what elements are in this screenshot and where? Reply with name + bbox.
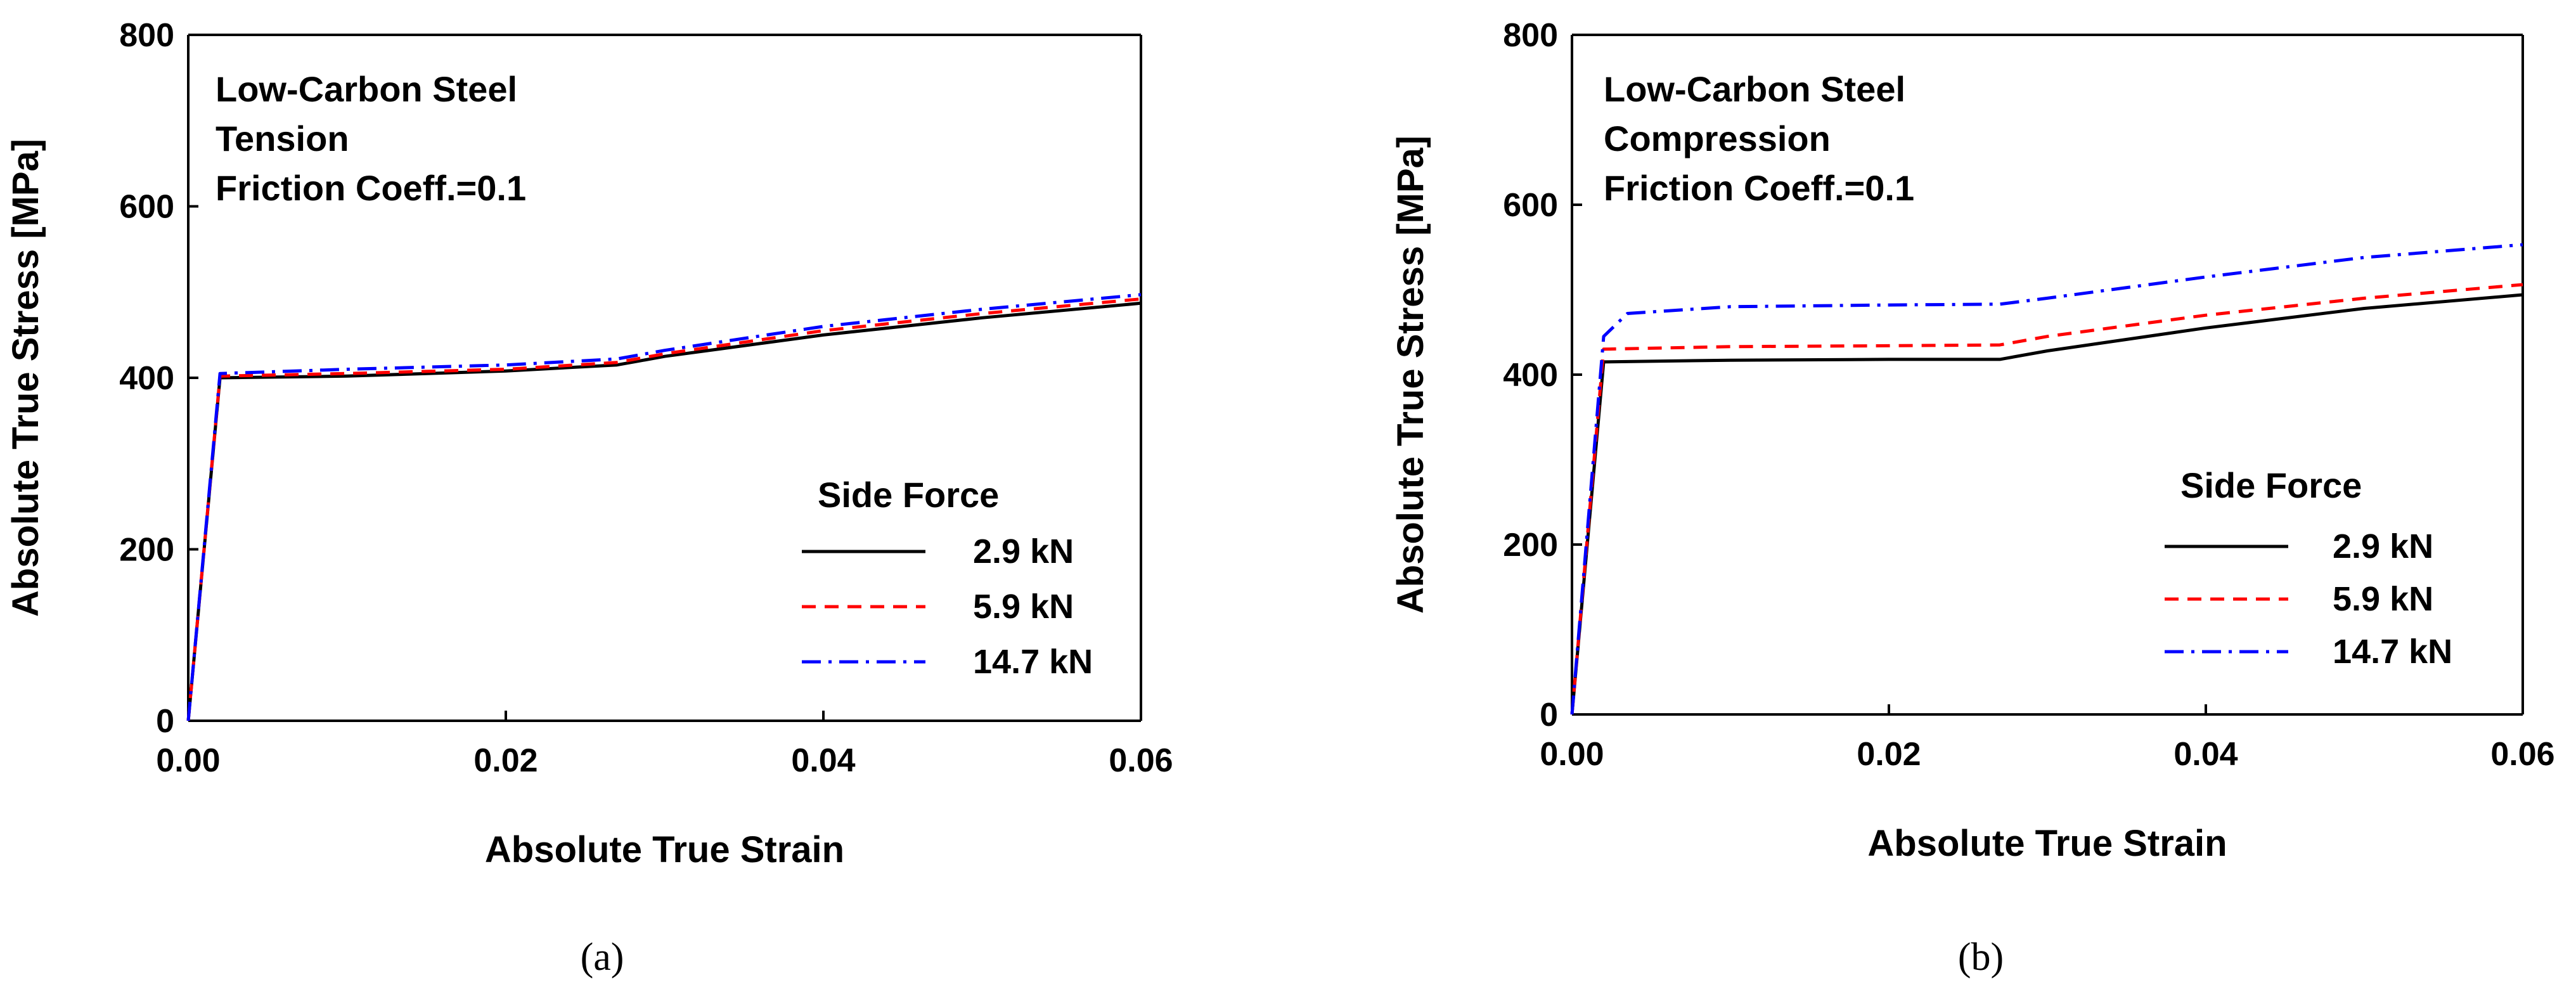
x-tick-label: 0.00 [156,742,220,779]
y-tick-label: 400 [119,360,174,397]
annotation-text: Tension [216,119,349,158]
y-tick-label: 600 [1503,187,1558,224]
y-tick-label: 600 [119,189,174,226]
panel-caption: (a) [581,936,624,979]
legend-title: Side Force [818,475,999,515]
x-tick-label: 0.04 [2174,736,2238,773]
y-tick-label: 0 [156,703,174,740]
series-line-2-9-kn [1570,293,2523,715]
panel-a: 0 200 400 600 800 0.00 0.02 0.04 0.06 Absolute Tr… [5,17,1173,979]
series-line-14-7-kn [1570,243,2523,715]
legend-label: 14.7 kN [2333,633,2452,671]
annotation-text: Friction Coeff.=0.1 [1604,168,1914,208]
annotation-text: Compression [1604,119,1831,158]
y-tick-label: 800 [1503,17,1558,54]
y-tick-label: 800 [119,17,174,54]
annotation-text: Low-Carbon Steel [1604,69,1905,109]
legend-label: 2.9 kN [973,532,1074,571]
series-line-5-9-kn [186,297,1142,721]
y-axis-title: Absolute True Stress [MPa] [1390,136,1431,614]
y-axis-title: Absolute True Stress [MPa] [5,139,46,617]
legend-title: Side Force [2180,465,2362,505]
x-tick-label: 0.02 [1857,736,1921,773]
x-axis-title: Absolute True Strain [485,829,844,870]
x-tick-label: 0.06 [1109,742,1173,779]
annotation-text: Friction Coeff.=0.1 [216,168,526,208]
legend-label: 5.9 kN [973,588,1074,626]
y-tick-label: 400 [1503,357,1558,394]
legend-label: 2.9 kN [2333,527,2433,565]
panel-caption: (b) [1958,936,2004,979]
legend-label: 5.9 kN [2333,580,2433,618]
legend-label: 14.7 kN [973,643,1093,681]
x-tick-label: 0.00 [1540,736,1604,773]
series-line-14-7-kn [186,293,1142,721]
x-tick-label: 0.04 [791,742,855,779]
series-line-2-9-kn [186,301,1142,721]
x-tick-label: 0.06 [2490,736,2554,773]
y-tick-label: 200 [1503,527,1558,564]
panel-b: 0 200 400 600 800 0.00 0.02 0.04 0.06 Absolute Tr… [1390,17,2555,979]
annotation-text: Low-Carbon Steel [216,69,517,109]
y-tick-label: 0 [1540,697,1558,733]
x-tick-label: 0.02 [473,742,538,779]
x-axis-title: Absolute True Strain [1867,823,2227,864]
y-tick-label: 200 [119,532,174,569]
series-line-5-9-kn [1570,283,2523,715]
